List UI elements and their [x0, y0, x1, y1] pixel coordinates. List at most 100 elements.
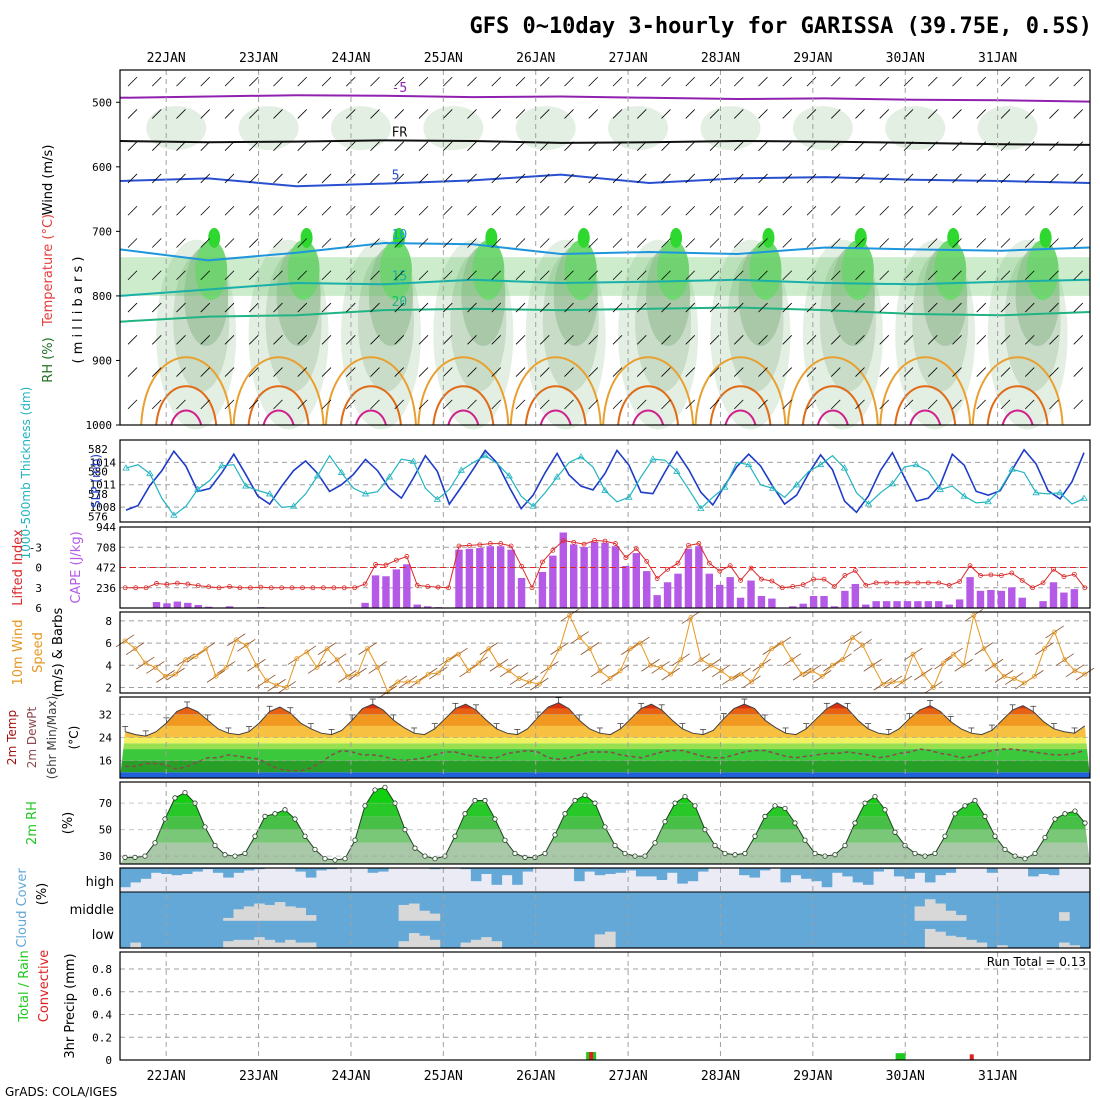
wind-barb: [273, 302, 283, 313]
isotherm-surface-dome: [694, 356, 787, 426]
wind-barb: [952, 173, 962, 184]
cape-bar: [653, 595, 661, 608]
wind-barb: [539, 399, 550, 410]
cape-bar: [716, 584, 724, 608]
cloud-low-bar: [254, 937, 265, 948]
date-label-top: 31JAN: [978, 51, 1017, 66]
wind-speed-point: [1052, 629, 1058, 635]
cloud-high-bar: [171, 868, 183, 876]
lifted-index-point: [769, 578, 775, 584]
wind-speed-point: [910, 651, 916, 657]
wind-barb: [661, 335, 671, 345]
axis-label-3hr-precip: 3hr Precip (mm): [63, 953, 78, 1058]
lifted-index-point: [352, 585, 358, 591]
wind-barb: [855, 399, 865, 410]
lifted-index-point: [320, 585, 326, 591]
cloud-middle-bar: [935, 903, 946, 921]
cape-bar: [997, 590, 1006, 608]
thickness-point: [864, 500, 873, 507]
wind-speed-point: [314, 665, 320, 670]
wind-barb: [806, 367, 817, 377]
lifted-index-point: [1009, 570, 1015, 576]
cloud-high-bar: [801, 868, 812, 879]
lifted-index-point: [592, 538, 597, 543]
wind-barb: [418, 270, 429, 281]
wind-barb: [151, 205, 162, 216]
wind-barb: [1073, 205, 1084, 216]
cloud-high-bar: [481, 868, 492, 874]
wind-barb: [806, 141, 817, 151]
lifted-index-point: [832, 584, 837, 589]
cape-bar: [726, 577, 734, 608]
wind-barb: [830, 367, 841, 377]
cape-bar: [465, 548, 474, 608]
cloud-high-bar: [780, 868, 792, 883]
cloud-high-bar: [522, 868, 534, 872]
wind-barb: [321, 270, 332, 281]
wind-barb: [903, 205, 914, 216]
lifted-index-point: [268, 585, 274, 591]
wind-barb: [1024, 367, 1035, 377]
cloud-middle-bar: [233, 909, 245, 921]
thickness-point: [122, 464, 130, 471]
wind-barb: [539, 238, 550, 248]
wind-barb: [685, 399, 696, 410]
rh-shade-moist-lobe: [485, 227, 498, 248]
lifted-index-point: [821, 576, 827, 582]
cloud-low-bar: [305, 942, 317, 948]
wind-speed-point: [536, 681, 542, 687]
wind-barb: [733, 367, 744, 377]
cape-bar: [225, 606, 234, 608]
cape-bar: [736, 597, 745, 608]
rh-point: [882, 807, 888, 813]
cloud-high-bar: [615, 868, 626, 873]
wind-barb: [151, 141, 162, 151]
wind-speed-point: [173, 671, 178, 677]
wind-barb: [394, 335, 405, 345]
thickness-point: [170, 511, 178, 518]
cloud-high-bar: [574, 868, 585, 882]
cloud-high-bar: [625, 868, 637, 871]
cape-bar: [194, 604, 202, 608]
thickness-point: [649, 455, 657, 462]
cloud-high-bar: [935, 868, 946, 876]
cloud-low-bar: [594, 934, 606, 948]
wind-speed-point: [435, 670, 441, 676]
isotherm-surface-dome: [632, 409, 665, 426]
wind-barb: [539, 141, 550, 151]
axis-label-celsius: (°C): [67, 726, 81, 750]
wind-barb: [952, 399, 962, 410]
wind-barb: [176, 76, 186, 87]
cloud-low-bar: [1069, 945, 1080, 948]
wind-barb: [855, 141, 865, 151]
wind-barb: [927, 238, 938, 248]
wind-barb: [370, 76, 380, 87]
wind-barb: [418, 205, 429, 216]
thickness-point: [505, 472, 513, 479]
wind-barb: [176, 270, 186, 281]
wind-barb: [1000, 173, 1011, 184]
cape-bar: [768, 598, 776, 608]
wind-speed-point: [728, 676, 734, 681]
lifted-index-point: [487, 541, 493, 546]
lifted-index-point: [1061, 574, 1067, 580]
thickness-point: [1032, 489, 1040, 496]
wind-speed-point: [870, 662, 876, 668]
wind-barb: [830, 238, 841, 248]
wind-speed-point: [637, 640, 643, 646]
rh-point: [752, 833, 758, 839]
chart-title: GFS 0~10day 3-hourly for GARISSA (39.75E…: [469, 14, 1092, 39]
y-tick-label: 944: [96, 521, 116, 534]
rh-point: [812, 850, 818, 857]
wind-speed-point: [486, 646, 492, 652]
wind-speed-point: [829, 662, 835, 668]
panel-frame: [119, 611, 1091, 694]
wind-barb: [467, 367, 477, 377]
wind-barb: [1073, 335, 1084, 345]
rh-point: [662, 819, 668, 825]
cloud-low-bar: [429, 939, 441, 948]
wind-speed-point: [951, 651, 956, 657]
wind-barb: [733, 76, 744, 87]
wind-speed-point: [355, 671, 360, 677]
wind-barb: [588, 399, 599, 410]
